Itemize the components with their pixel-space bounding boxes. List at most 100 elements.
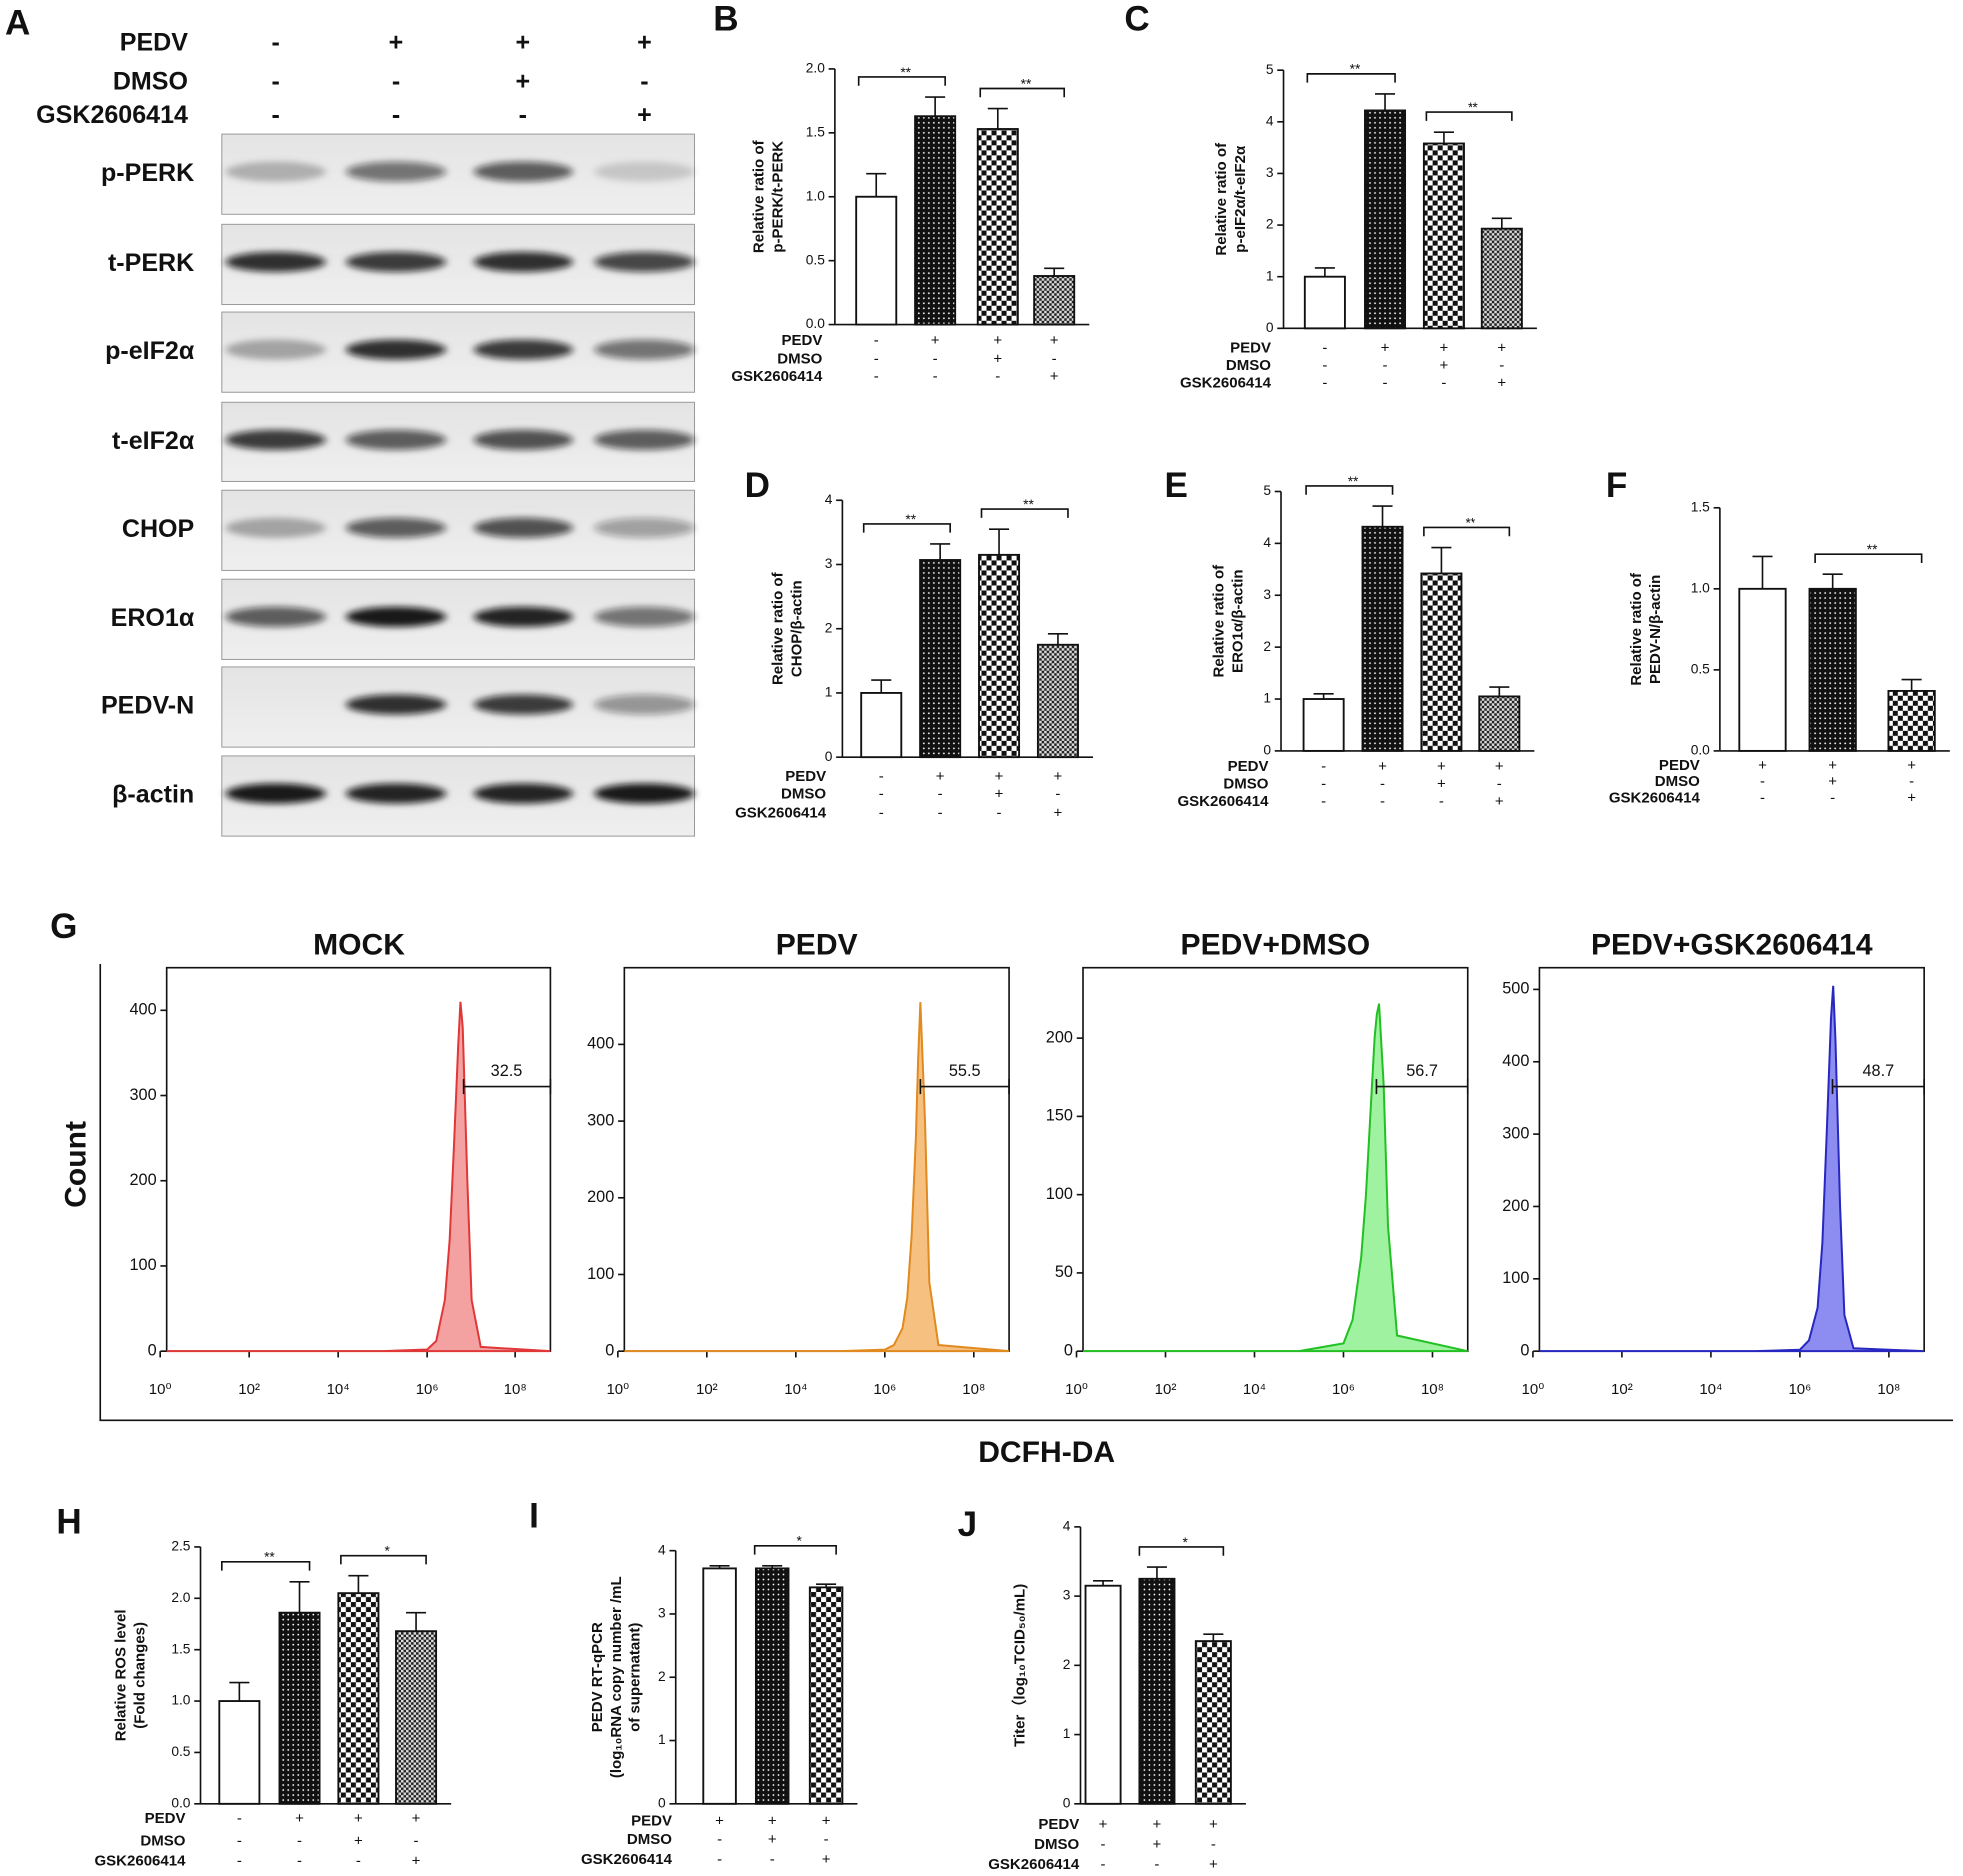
y-axis-label: (log₁₀RNA copy number /mL: [608, 1576, 625, 1778]
bar: [1194, 1640, 1232, 1805]
band-label: ERO1α: [111, 604, 195, 632]
band: [225, 429, 326, 450]
y-tick-label: 1: [1266, 268, 1274, 283]
y-tick-label: 0.0: [1691, 743, 1710, 758]
bar: [1138, 1577, 1176, 1805]
condition-name: GSK2606414: [36, 101, 188, 129]
bar: [855, 195, 898, 326]
plot-frame: [1082, 966, 1469, 1352]
x-tick-label: 10⁰: [1522, 1381, 1545, 1398]
bar: [860, 692, 903, 759]
x-tick-label: 10²: [1155, 1381, 1177, 1398]
condition-sign: -: [272, 67, 280, 95]
bar: [278, 1611, 321, 1805]
y-tick-label: 4: [825, 492, 833, 507]
condition-sign: -: [519, 101, 527, 129]
condition-sign: +: [936, 768, 945, 785]
condition-sign: +: [822, 1812, 831, 1829]
y-tick-label: 200: [129, 1171, 156, 1189]
y-tick-label: 5: [1263, 483, 1271, 498]
band: [473, 606, 573, 627]
condition-name: PEDV: [781, 332, 822, 349]
panel-frame: [99, 963, 1953, 1422]
condition-sign: -: [717, 1851, 722, 1868]
condition-sign: -: [1322, 339, 1327, 356]
y-tick-label: 0: [1263, 743, 1271, 758]
condition-sign: +: [637, 101, 652, 129]
significance-label: **: [1468, 100, 1478, 115]
significance-bracket: [340, 1554, 427, 1565]
condition-sign: -: [237, 1832, 242, 1849]
bar: [1303, 275, 1346, 330]
chart-title: MOCK: [313, 928, 405, 961]
condition-sign: -: [1101, 1836, 1106, 1853]
band: [345, 783, 447, 804]
y-tick-label: 1: [1063, 1726, 1071, 1741]
band-label: CHOP: [122, 515, 194, 543]
condition-sign: +: [354, 1832, 363, 1849]
bar: [1036, 643, 1079, 759]
condition-sign: +: [1153, 1836, 1162, 1853]
significance-bracket: [1138, 1546, 1225, 1556]
band: [345, 694, 447, 715]
plot-frame: [623, 966, 1010, 1352]
y-axis-label: PEDV-N/β-actin: [1647, 575, 1664, 684]
condition-sign: +: [1050, 368, 1059, 385]
significance-label: **: [905, 512, 916, 527]
band: [594, 429, 695, 450]
y-tick-label: 1.5: [806, 124, 825, 139]
band: [473, 517, 573, 538]
bar: [1478, 695, 1521, 752]
band: [345, 161, 447, 182]
condition-sign: -: [997, 805, 1002, 822]
x-tick-label: 10²: [1611, 1381, 1633, 1398]
condition-sign: +: [516, 67, 531, 95]
condition-sign: -: [414, 1832, 419, 1849]
condition-sign: +: [993, 351, 1002, 368]
gate-label: 48.7: [1862, 1062, 1894, 1080]
band: [594, 339, 695, 360]
band: [473, 251, 573, 272]
y-tick-label: 300: [1502, 1124, 1529, 1142]
panel-label: G: [50, 907, 77, 946]
condition-name: DMSO: [113, 67, 188, 95]
condition-sign: +: [1907, 789, 1916, 806]
y-tick-label: 100: [1502, 1269, 1529, 1287]
bar: [395, 1630, 438, 1805]
condition-name: DMSO: [1223, 776, 1268, 793]
condition-sign: +: [1209, 1856, 1218, 1873]
y-axis-label: p-eIF2α/t-eIF2α: [1232, 145, 1249, 253]
y-axis-label: ERO1α/β-actin: [1229, 569, 1246, 673]
condition-sign: -: [1322, 357, 1327, 374]
y-tick-label: 0.0: [806, 316, 825, 331]
condition-sign: -: [717, 1831, 722, 1848]
band: [225, 783, 326, 804]
condition-sign: -: [770, 1851, 775, 1868]
condition-sign: +: [516, 28, 531, 56]
bar: [978, 553, 1021, 759]
y-tick-label: 0: [1520, 1341, 1529, 1359]
y-tick-label: 1.0: [806, 188, 825, 203]
y-axis-label: Relative ratio of: [751, 139, 768, 253]
condition-sign: +: [1054, 768, 1063, 785]
y-tick-label: 400: [587, 1035, 614, 1053]
y-tick-label: 1: [658, 1732, 666, 1747]
chart-title: PEDV: [776, 928, 858, 961]
y-tick-label: 1: [1263, 691, 1271, 706]
condition-sign: -: [272, 28, 280, 56]
significance-label: **: [900, 65, 911, 80]
y-tick-label: 0.5: [171, 1744, 190, 1759]
condition-sign: -: [237, 1810, 242, 1827]
y-tick-label: 0: [1063, 1795, 1071, 1810]
condition-sign: -: [1101, 1856, 1106, 1873]
condition-sign: -: [1380, 776, 1385, 793]
y-tick-label: 2.5: [171, 1539, 190, 1554]
condition-sign: +: [354, 1810, 363, 1827]
bar: [1480, 227, 1523, 330]
y-tick-label: 3: [1266, 165, 1274, 180]
condition-name: GSK2606414: [735, 805, 827, 822]
band: [226, 695, 326, 715]
condition-sign: +: [1828, 773, 1837, 790]
condition-sign: -: [938, 805, 943, 822]
significance-bracket: [862, 523, 951, 533]
